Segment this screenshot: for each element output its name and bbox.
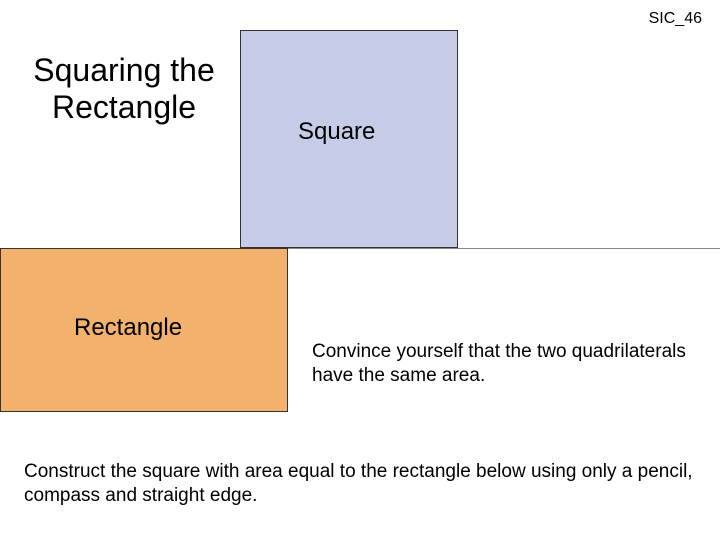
rectangle-label: Rectangle [74,314,182,342]
instruction-text: Construct the square with area equal to … [24,460,704,508]
page-code: SIC_46 [649,10,702,28]
convince-text: Convince yourself that the two quadrilat… [312,340,692,388]
square-label: Square [298,118,375,146]
page-title: Squaring the Rectangle [24,52,224,126]
